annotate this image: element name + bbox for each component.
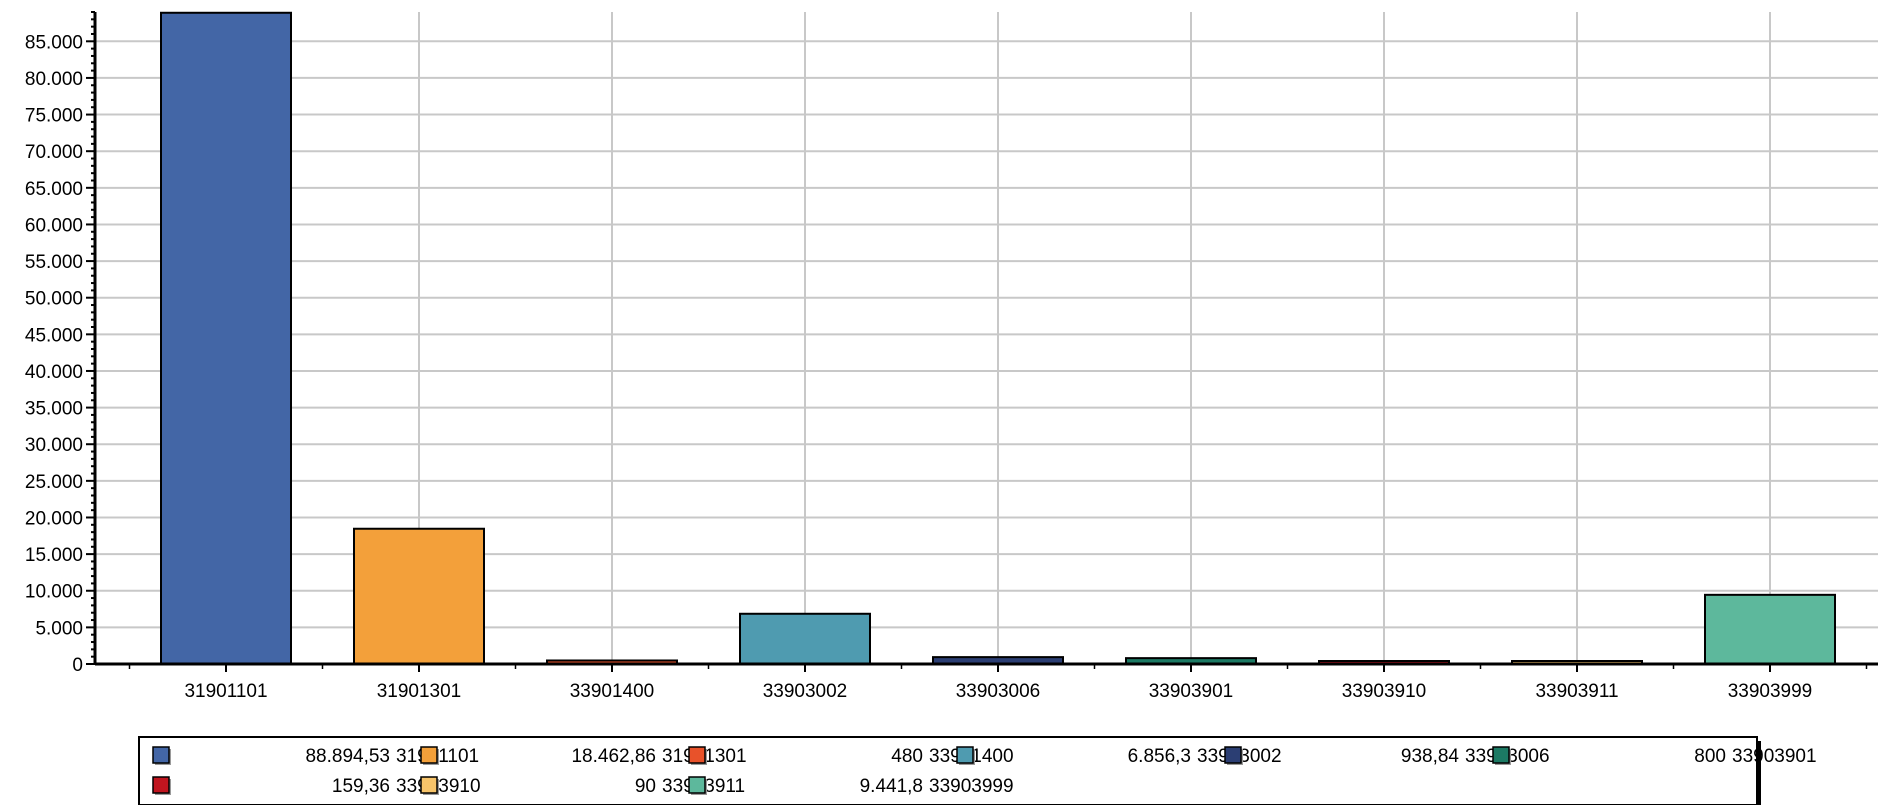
x-tick-label: 31901301: [377, 681, 462, 702]
bar-31901101: [160, 11, 292, 666]
legend-swatch-33903901: [1492, 746, 1510, 764]
legend-value: 90: [635, 776, 656, 797]
x-tick-label: 33903910: [1342, 681, 1427, 702]
bar-31901301: [353, 527, 485, 666]
y-tick-label: 20.000: [25, 508, 83, 529]
y-axis-ticks: 0 5.000 10.000 15.000 20.000 25.000 30.000 35.0…: [25, 11, 95, 676]
bars: [160, 11, 1836, 666]
legend-value: 159,36: [332, 776, 390, 797]
legend-category: 33903901: [1732, 746, 1817, 767]
legend-swatch-33903910: [152, 776, 170, 794]
y-tick-label: 85.000: [25, 32, 83, 53]
legend-swatch-33903006: [1224, 746, 1242, 764]
y-tick-label: 55.000: [25, 252, 83, 273]
y-tick-label: 45.000: [25, 325, 83, 346]
y-tick-label: 0: [72, 655, 83, 676]
y-tick-label: 60.000: [25, 215, 83, 236]
y-tick-label: 40.000: [25, 362, 83, 383]
legend-value: 6.856,3: [1128, 746, 1191, 767]
legend-value: 18.462,86: [571, 746, 656, 767]
legend-swatch-31901301: [420, 746, 438, 764]
legend-value: 480: [891, 746, 923, 767]
y-tick-label: 70.000: [25, 142, 83, 163]
y-tick-label: 15.000: [25, 545, 83, 566]
legend-value: 88.894,53: [305, 746, 390, 767]
legend-category: 33903999: [929, 776, 1014, 797]
x-tick-label: 31901101: [184, 681, 267, 702]
bar-33903002: [739, 612, 871, 666]
legend: 88.894,533190110118.462,8631901301480339…: [138, 736, 1817, 805]
y-tick-label: 25.000: [25, 472, 83, 493]
x-tick-label: 33903006: [956, 681, 1041, 702]
y-tick-label: 35.000: [25, 399, 83, 420]
x-tick-label: 33903002: [763, 681, 848, 702]
x-tick-label: 33901400: [570, 681, 655, 702]
legend-value: 9.441,8: [860, 776, 923, 797]
y-tick-label: 65.000: [25, 179, 83, 200]
y-tick-label: 5.000: [35, 618, 83, 639]
y-tick-label: 80.000: [25, 69, 83, 90]
legend-swatch-33903911: [420, 776, 438, 794]
legend-swatch-33903002: [956, 746, 974, 764]
legend-swatch-33901400: [688, 746, 706, 764]
legend-value: 938,84: [1401, 746, 1460, 767]
y-tick-label: 75.000: [25, 106, 83, 127]
bar-33903999: [1704, 593, 1836, 666]
legend-swatch-33903999: [688, 776, 706, 794]
legend-swatch-31901101: [152, 746, 170, 764]
y-tick-label: 30.000: [25, 435, 83, 456]
legend-value: 800: [1694, 746, 1726, 767]
x-tick-label: 33903999: [1728, 681, 1813, 702]
x-axis-ticks: 31901101 31901301 33901400 33903002 33903006…: [128, 664, 1868, 702]
y-tick-label: 50.000: [25, 289, 83, 310]
x-tick-label: 33903911: [1535, 681, 1618, 702]
grid-lines: [95, 12, 1878, 664]
axes: [93, 12, 1878, 666]
y-tick-label: 10.000: [25, 582, 83, 603]
x-tick-label: 33903901: [1149, 681, 1234, 702]
legend-box: [138, 736, 1758, 805]
